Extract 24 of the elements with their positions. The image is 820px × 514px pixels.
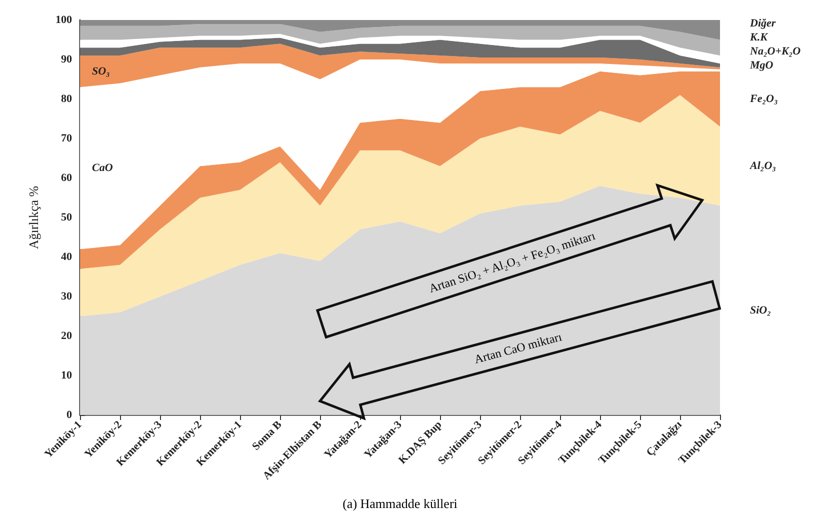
y-tick-label: 30: [61, 290, 72, 302]
text: Diğer: [749, 17, 776, 30]
text: K.K: [749, 31, 768, 44]
text: (a) Hammadde külleri: [342, 496, 458, 511]
text: MgO: [749, 59, 774, 72]
y-tick-label: 0: [66, 409, 72, 421]
y-tick-label: 100: [56, 14, 72, 26]
text: Na₂O+K₂O: [749, 45, 801, 58]
annotation: Artan CaO miktarı: [472, 329, 564, 366]
text: Al₂O₃: [749, 160, 776, 172]
y-tick-label: 50: [61, 212, 72, 224]
y-axis-title: Ağırlıkça %: [26, 186, 41, 250]
y-tick-label: 60: [61, 172, 72, 184]
y-tick-label: 10: [61, 370, 72, 382]
text: Fe₂O₃: [749, 93, 778, 105]
y-tick-label: 70: [61, 132, 72, 144]
series-label: SO₃: [92, 65, 110, 78]
series-label: CaO: [92, 162, 113, 174]
y-tick-label: 20: [61, 330, 72, 342]
y-tick-label: 40: [61, 251, 72, 263]
text: SiO₂: [750, 304, 772, 316]
annotation: Artan SiO₂ + Al₂O₃ + Fe₂O₃ miktarı: [427, 228, 598, 296]
y-tick-label: 90: [61, 54, 72, 66]
y-tick-label: 80: [61, 93, 72, 105]
